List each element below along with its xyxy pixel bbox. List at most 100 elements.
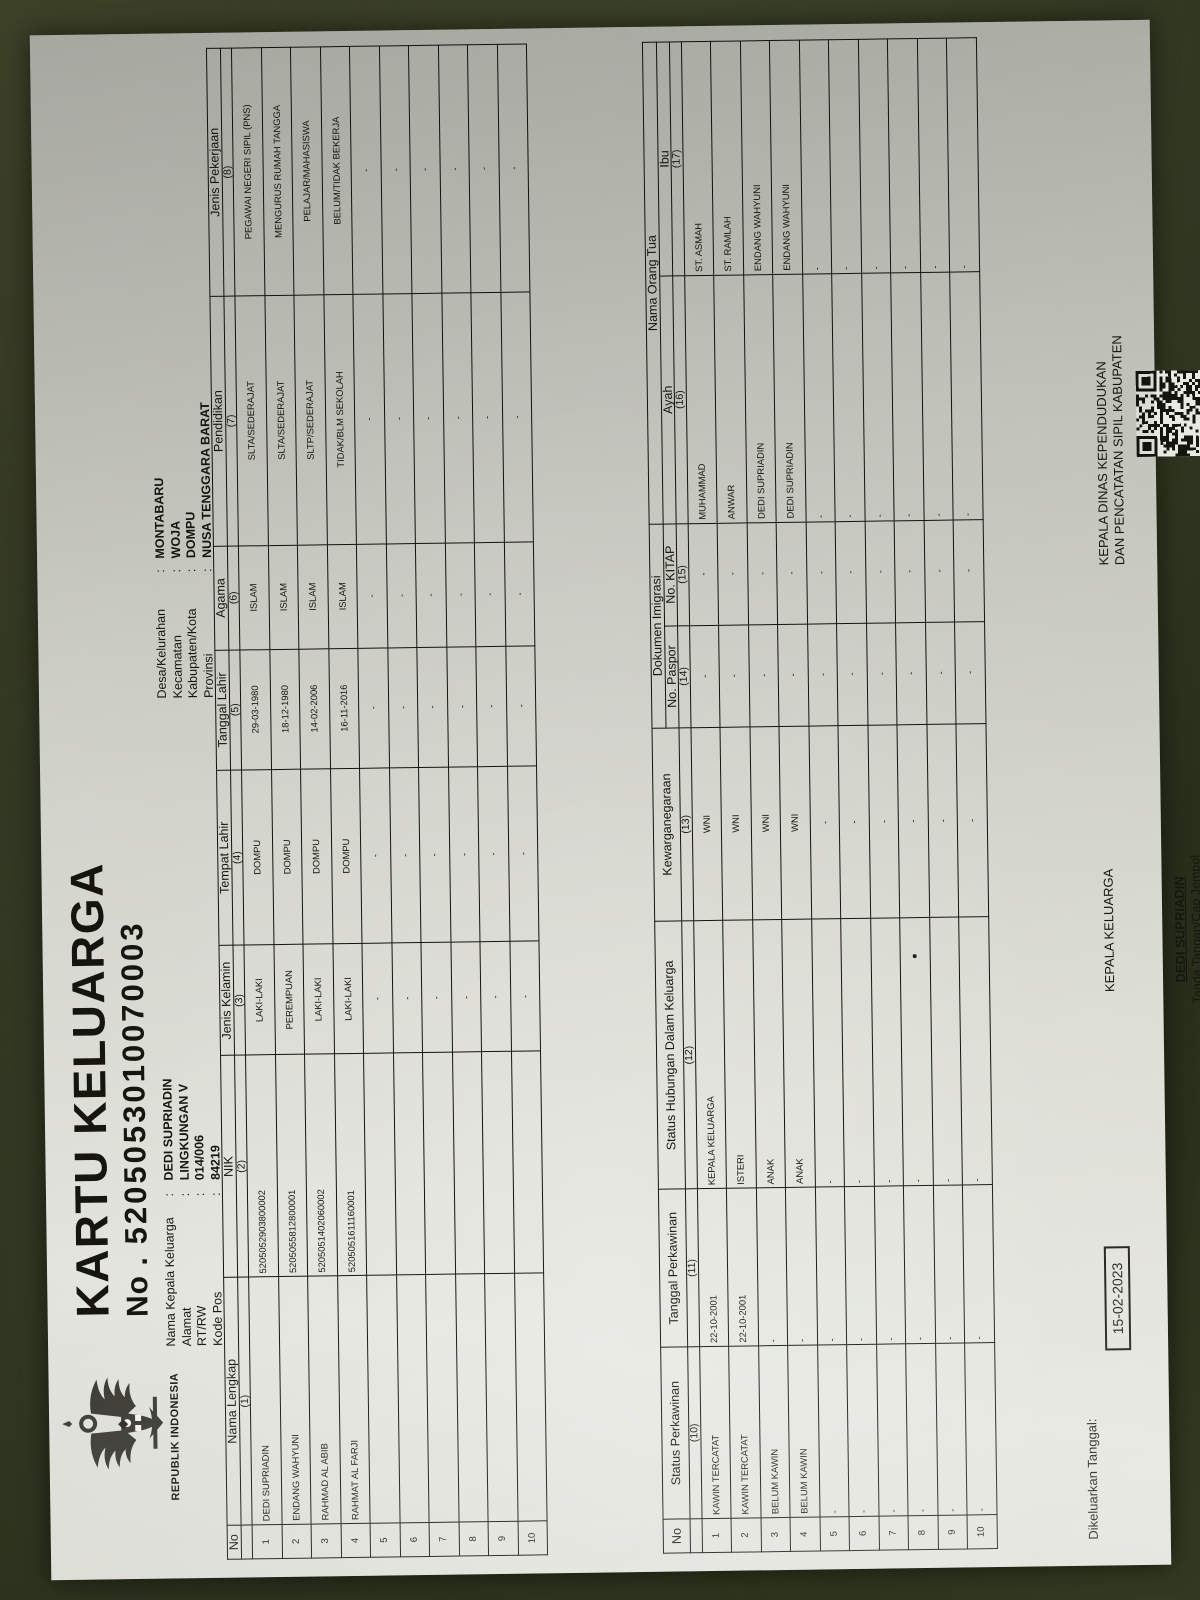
- cell-pendidikan: -: [441, 292, 475, 543]
- cell-pekerjaan: -: [437, 44, 471, 294]
- cell-no: 10: [967, 1514, 997, 1549]
- head-of-family-name: DEDI SUPRIADIN: [1171, 876, 1189, 983]
- cell-jk: LAKI-LAKI: [332, 943, 364, 1055]
- cell-status: BELUM KAWIN: [758, 1345, 791, 1518]
- cell-jk: -: [391, 942, 423, 1054]
- cell-pendidikan: SLTP/SEDERAJAT: [293, 294, 327, 545]
- colon-2: :: [177, 1192, 192, 1197]
- cell-paspor: -: [748, 624, 779, 727]
- cell-status: BELUM KAWIN: [787, 1345, 820, 1518]
- cell-no: 7: [878, 1515, 909, 1551]
- cell-kitap: -: [717, 522, 749, 625]
- cell-wn: -: [808, 725, 841, 920]
- head-of-family-label: KEPALA KELUARGA: [1100, 868, 1118, 993]
- cell-tempat: DOMPU: [300, 768, 333, 945]
- cell-nama: [455, 1273, 489, 1523]
- card-header: REPUBLIK INDONESIA KARTU KELUARGA No . 5…: [38, 33, 228, 1580]
- cell-wn: -: [837, 724, 871, 920]
- th-no: No: [227, 1525, 242, 1560]
- cell-ibu: -: [798, 39, 832, 274]
- cell-no: 5: [370, 1522, 401, 1558]
- cell-tgl: -: [475, 645, 508, 767]
- thumbprint-label: Tanda Tangan/Cap Jempol: [1188, 854, 1200, 1004]
- cell-agama: ISLAM: [267, 544, 299, 650]
- cell-paspor: -: [777, 623, 809, 727]
- cell-paspor: -: [836, 622, 868, 726]
- cell-ibu: -: [857, 38, 891, 274]
- cell-hubungan: -: [899, 917, 933, 1187]
- field-label-nama-kepala-keluarga: Nama Kepala Keluarga: [162, 1217, 179, 1347]
- issued-date-box: 15-02-2023: [1103, 1246, 1132, 1351]
- field-label-kabupaten-kota: Kabupaten/Kota: [184, 608, 201, 699]
- members-table-top: No Nama Lengkap NIK Jenis Kelamin Tempat…: [206, 43, 548, 1560]
- no-label: No .: [120, 1256, 155, 1318]
- cell-agama: -: [356, 543, 388, 649]
- cell-status: -: [817, 1344, 850, 1518]
- cell-pekerjaan: BELUM/TIDAK BEKERJA: [319, 46, 353, 295]
- cell-pekerjaan: MENGURUS RUMAH TANGGA: [260, 47, 294, 296]
- th2-no-paspor: No. Paspor: [664, 625, 679, 728]
- field-label-kecamatan: Kecamatan: [169, 635, 185, 699]
- cell-ibu: ST. ASMAH: [680, 41, 714, 276]
- bn-0: [690, 1518, 703, 1553]
- cell-tgl_kawin: -: [814, 1186, 847, 1346]
- cell-ayah: -: [890, 272, 924, 521]
- cell-ayah: DEDI SUPRIADIN: [743, 274, 777, 523]
- cell-agama: -: [503, 541, 535, 646]
- cell-ibu: -: [916, 38, 950, 273]
- cell-paspor: -: [895, 622, 927, 725]
- colon-5: :: [153, 569, 168, 573]
- cell-ayah: ANWAR: [713, 274, 747, 524]
- cell-no: 5: [819, 1516, 850, 1552]
- th2-status-hubungan: Status Hubungan Dalam Keluarga: [654, 921, 686, 1190]
- cell-nama: RAHMAT AL FARJI: [337, 1275, 371, 1524]
- cell-nama: [396, 1274, 430, 1523]
- cell-no: 1: [252, 1524, 283, 1559]
- cell-paspor: -: [925, 621, 956, 724]
- cell-kitap: -: [687, 523, 719, 626]
- header-right-fields: Desa/Kelurahan Kecamatan Kabupaten/Kota …: [151, 402, 217, 699]
- cell-pendidikan: -: [470, 292, 504, 543]
- issued-label: Dikeluarkan Tanggal:: [1084, 1418, 1101, 1540]
- cell-pendidikan: SLTA/SEDERAJAT: [234, 295, 268, 546]
- th2-tanggal-perkawinan: Tanggal Perkawinan: [658, 1189, 688, 1348]
- cell-tempat: -: [418, 766, 451, 943]
- cell-jk: -: [479, 941, 512, 1053]
- cell-tgl: -: [416, 646, 449, 768]
- cell-no: 7: [429, 1522, 460, 1557]
- cell-tgl_kawin: -: [932, 1185, 965, 1344]
- cell-agama: -: [385, 543, 417, 648]
- tn-0: [240, 1524, 253, 1560]
- cell-tgl: -: [387, 647, 419, 768]
- cell-agama: -: [444, 542, 476, 647]
- cell-pendidikan: TIDAK/BLM SEKOLAH: [323, 294, 357, 545]
- card-title: KARTU KELUARGA: [60, 861, 119, 1319]
- colon-6: :: [168, 568, 183, 573]
- cell-ibu: -: [887, 38, 921, 273]
- cell-agama: -: [415, 542, 447, 648]
- ink-speck: [912, 954, 917, 959]
- cell-ayah: -: [949, 271, 983, 520]
- cell-hubungan: KEPALA KELUARGA: [693, 920, 727, 1189]
- cell-no: 2: [281, 1524, 312, 1559]
- th2-status-perkawinan: Status Perkawinan: [660, 1346, 691, 1520]
- cell-nik: [481, 1051, 515, 1274]
- cell-no: 1: [701, 1518, 732, 1553]
- cell-hubungan: -: [929, 917, 963, 1186]
- cell-wn: -: [896, 723, 930, 919]
- cell-jk: LAKI-LAKI: [302, 944, 335, 1055]
- cell-hubungan: -: [840, 918, 874, 1187]
- cell-nama: DEDI SUPRIADIN: [248, 1276, 282, 1525]
- cell-tgl: 18-12-1980: [269, 648, 301, 770]
- cell-no: 8: [908, 1515, 938, 1550]
- header-left-fields: Nama Kepala Keluarga Alamat RT/RW Kode P…: [160, 1078, 226, 1347]
- cell-kitap: -: [805, 521, 837, 624]
- cell-no: 9: [937, 1514, 968, 1550]
- cell-pendidikan: -: [352, 293, 386, 545]
- cell-pendidikan: -: [500, 291, 534, 543]
- cell-kitap: -: [923, 519, 955, 623]
- cell-nama: RAHMAD AL ABIB: [307, 1275, 341, 1525]
- cell-hubungan: -: [811, 919, 845, 1188]
- kk-number-block: No . 5205053010070003: [114, 920, 156, 1317]
- field-value-alamat: LINGKUNGAN V: [175, 1083, 192, 1181]
